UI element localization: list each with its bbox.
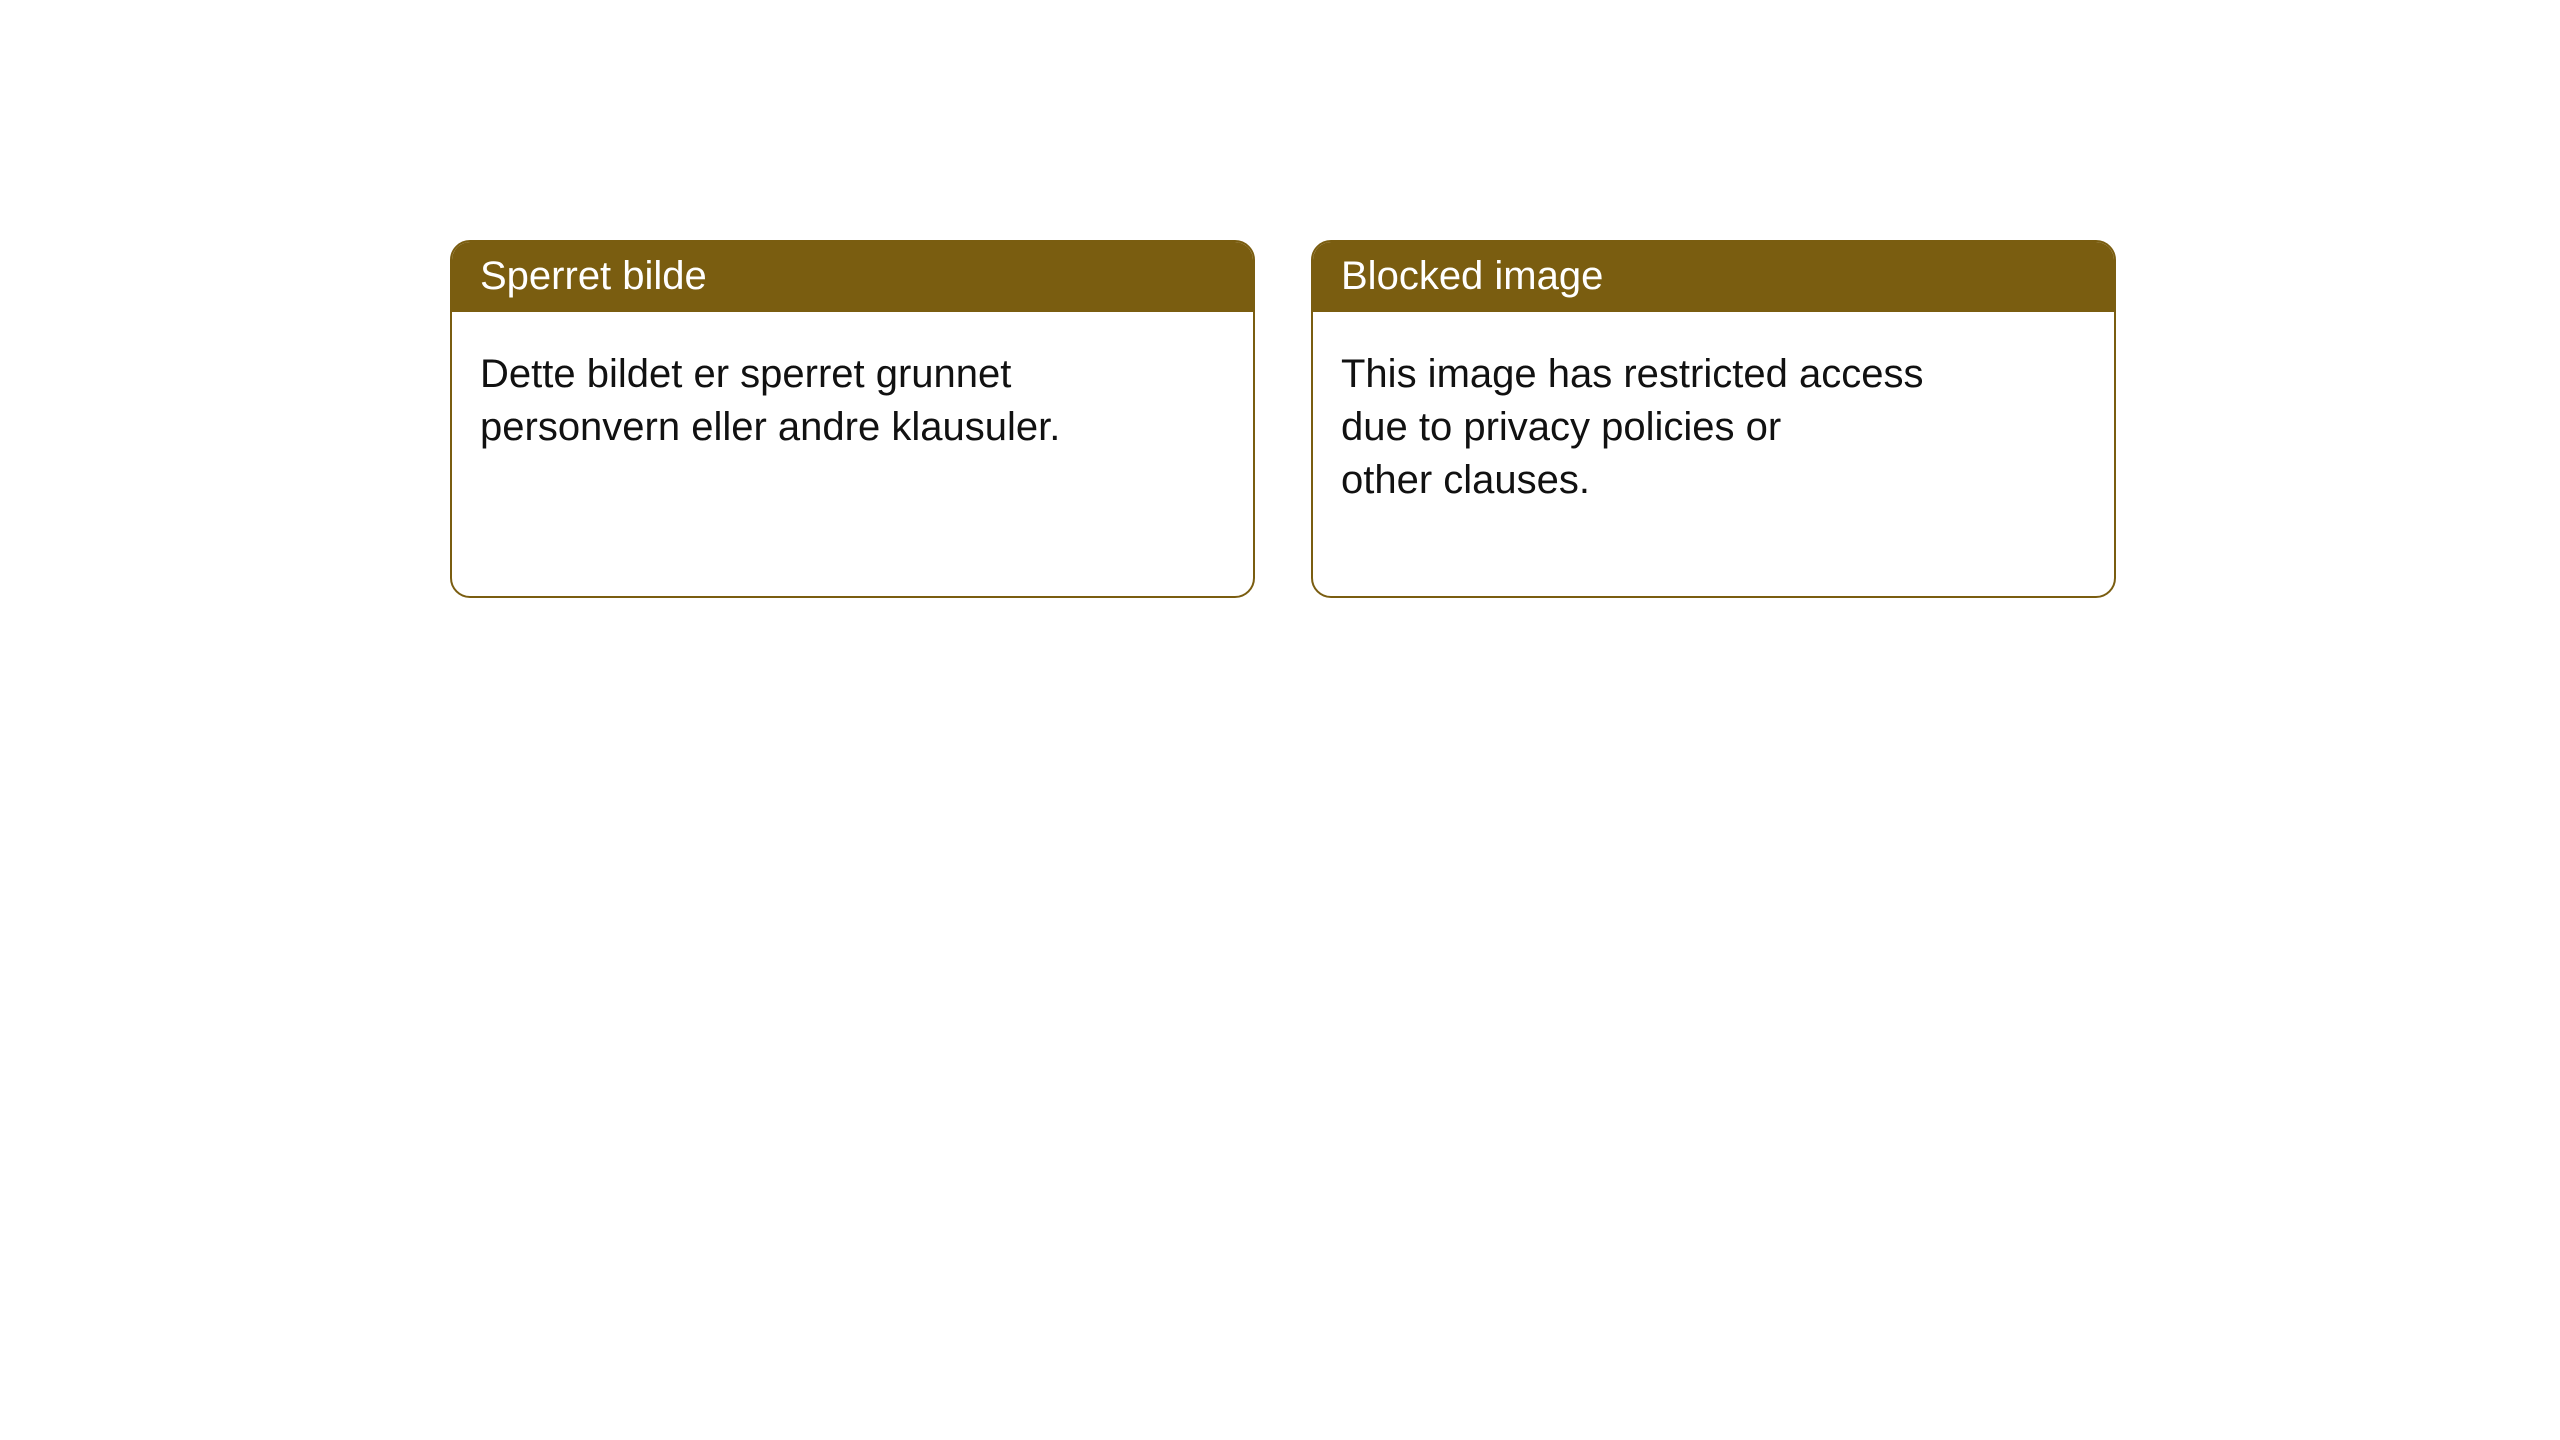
card-body: Dette bildet er sperret grunnet personve… <box>452 312 1152 544</box>
card-header: Sperret bilde <box>452 242 1253 312</box>
card-english: Blocked image This image has restricted … <box>1311 240 2116 598</box>
card-body: This image has restricted access due to … <box>1313 312 2013 596</box>
cards-container: Sperret bilde Dette bildet er sperret gr… <box>0 0 2560 598</box>
card-header: Blocked image <box>1313 242 2114 312</box>
card-norwegian: Sperret bilde Dette bildet er sperret gr… <box>450 240 1255 598</box>
